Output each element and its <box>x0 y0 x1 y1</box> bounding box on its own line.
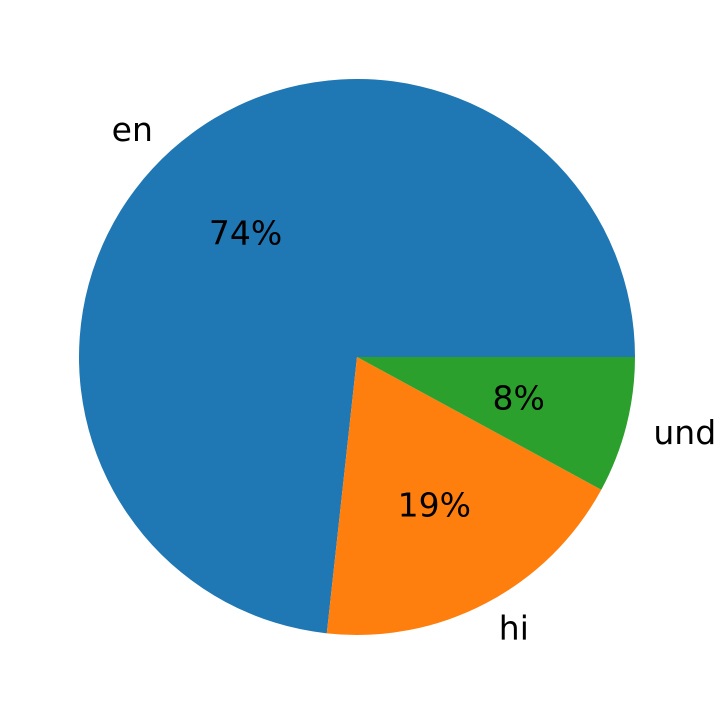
pie-labels-group: en 74% hi 19% und 8% <box>112 110 717 648</box>
pie-slice-hi <box>326 357 602 635</box>
slice-label-hi: hi <box>499 608 529 647</box>
slice-label-und: und <box>653 413 716 452</box>
slice-pct-en: 74% <box>209 213 282 252</box>
slice-pct-hi: 19% <box>398 485 471 524</box>
pie-slice-en <box>79 78 636 634</box>
pie-slice-und <box>357 357 635 490</box>
pie-slices-group <box>79 78 636 635</box>
slice-label-en: en <box>112 110 153 149</box>
slice-pct-und: 8% <box>493 379 545 418</box>
